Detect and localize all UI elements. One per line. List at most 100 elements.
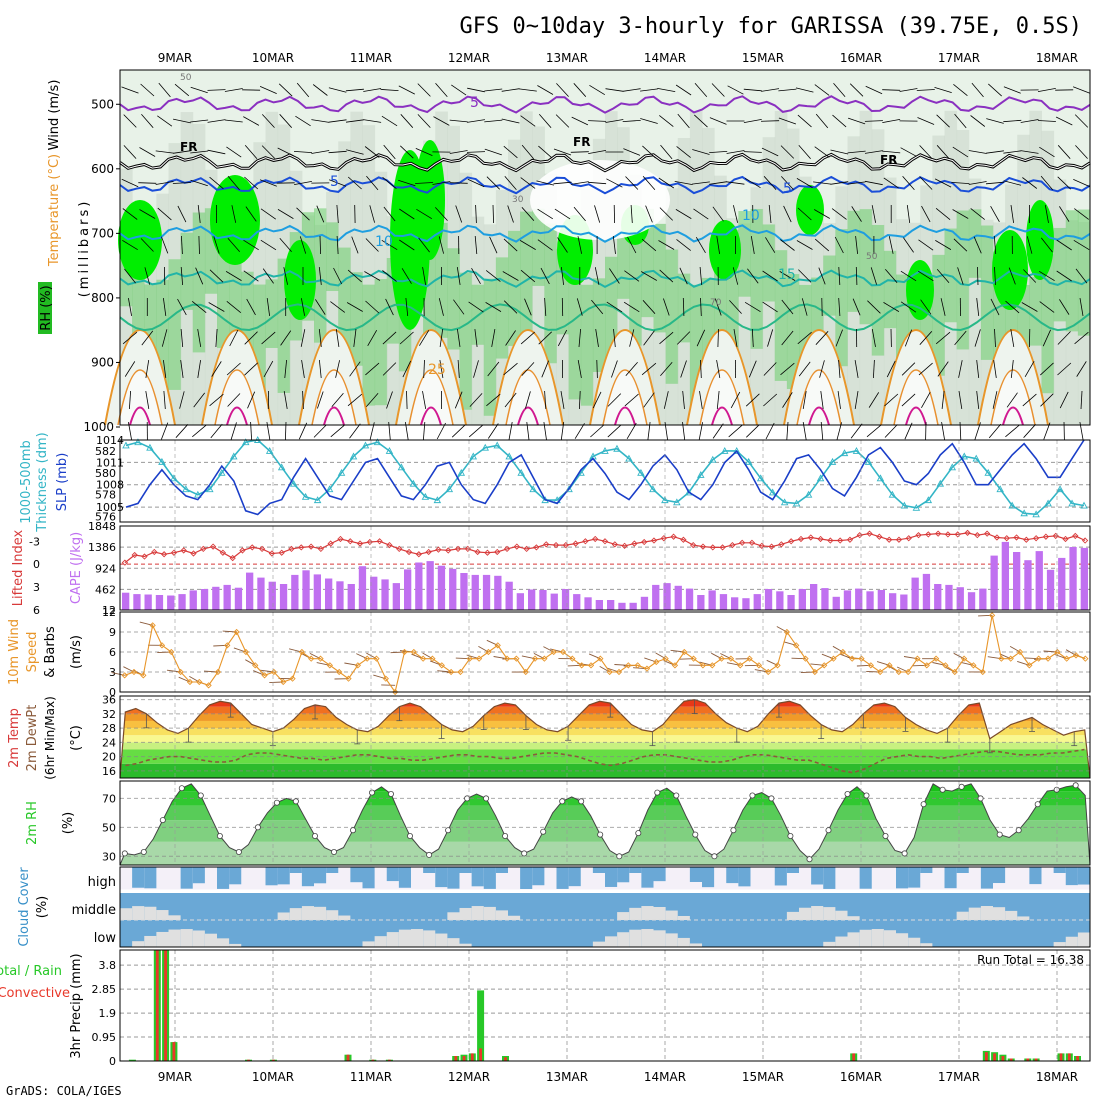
- wind-barb: [335, 329, 340, 347]
- cloud-mid-gap: [799, 907, 812, 920]
- wind-barb: [209, 393, 224, 407]
- wind-barb: [641, 238, 657, 252]
- wind-speed-marker: [298, 648, 306, 656]
- wind-tick-label: 12: [102, 606, 116, 619]
- wind-barb: [215, 328, 218, 348]
- lifted-index-marker: [934, 530, 942, 537]
- wind-barb: [976, 360, 980, 378]
- cape-tick-label: 924: [95, 562, 116, 575]
- rh-marker: [178, 785, 185, 792]
- precip-panel-frame: [119, 949, 1091, 1062]
- rh-moist-column: [544, 223, 557, 364]
- wind-barb: [197, 360, 201, 378]
- wind-barb: [155, 181, 174, 185]
- wind-barb: [520, 331, 535, 345]
- wind-barb: [417, 114, 431, 128]
- cloud-high-cell: [1053, 867, 1066, 873]
- wind-barb: [1055, 116, 1073, 126]
- rh-moist-column: [362, 284, 376, 406]
- wind-barb: [693, 208, 709, 220]
- cloud-mid-gap: [144, 906, 157, 920]
- wind-barb: [837, 391, 841, 409]
- thickness-marker: [146, 443, 154, 451]
- wind-barb: [299, 236, 307, 254]
- cape-bar: [877, 590, 885, 610]
- temp-band: [120, 728, 1090, 736]
- slp-tick-label: 1014: [96, 434, 124, 447]
- wind-barb: [400, 114, 414, 128]
- wind-speed-marker: [475, 655, 483, 662]
- wind-barb: [1037, 120, 1056, 122]
- wind-barb: [172, 150, 191, 154]
- cloud-low-gap: [398, 929, 411, 947]
- rh-marker: [730, 827, 737, 834]
- rh-tick-label: 30: [102, 850, 116, 863]
- wind-barb: [864, 120, 883, 122]
- wind-barb: [761, 88, 780, 92]
- precip-total-bar: [477, 990, 485, 1061]
- precip-tick-label: 2.85: [92, 983, 117, 996]
- precip-convective-bar: [1009, 1058, 1013, 1061]
- top-date-label: 13MAR: [546, 51, 588, 65]
- bottom-date-label: 15MAR: [742, 1070, 784, 1084]
- rh-marker: [254, 824, 261, 831]
- wind-barb: [502, 271, 519, 281]
- rh-moist-column: [786, 274, 800, 389]
- cloud-mid-gap: [483, 906, 496, 920]
- wind-barb: [180, 328, 184, 348]
- wind-barb: [503, 362, 518, 376]
- wind-barb: [733, 329, 738, 347]
- wind-barb: [383, 144, 396, 160]
- wind-speed-marker: [485, 648, 492, 656]
- lifted-index-marker: [405, 548, 413, 556]
- wind-speed-marker: [960, 655, 968, 662]
- lifted-index-marker: [680, 536, 687, 543]
- lifted-index-marker: [650, 537, 658, 544]
- wind-barb: [630, 204, 633, 224]
- wind-barb: [400, 145, 414, 159]
- wind-barb: [607, 424, 622, 438]
- rh-panel-border: [119, 780, 1091, 866]
- wind-barb: [555, 114, 570, 128]
- thickness-marker: [840, 449, 849, 457]
- wind-barb: [1040, 175, 1054, 191]
- wind-barb: [484, 88, 503, 92]
- wind-barb: [659, 207, 673, 221]
- wind-barb: [778, 117, 797, 125]
- wind-speed-marker: [699, 662, 707, 669]
- wind-speed-marker: [587, 662, 595, 669]
- wind-barb: [544, 390, 547, 410]
- rh-moist-column: [968, 209, 982, 278]
- wind-barb: [814, 238, 830, 252]
- rh-saturated-patch: [284, 240, 316, 320]
- cloud-low-gap: [168, 929, 181, 947]
- wind-barb: [1005, 300, 1020, 314]
- wind-barb: [797, 114, 812, 128]
- wind-speed-marker: [1007, 655, 1014, 662]
- wind-barb: [751, 328, 754, 348]
- lifted-index-marker: [895, 536, 903, 543]
- wind-speed-marker: [1035, 655, 1042, 662]
- cloud-high-cell: [471, 867, 484, 887]
- thickness-marker: [265, 446, 274, 454]
- wind-barb: [283, 267, 288, 285]
- wind-barb: [596, 359, 598, 379]
- wind-barb: [750, 236, 755, 254]
- wind-barb: [521, 144, 535, 160]
- wind-barb: [657, 88, 676, 92]
- rh-moist-column: [653, 223, 667, 333]
- wind-barb: [595, 329, 599, 347]
- wind-barb: [484, 148, 502, 156]
- top-date-label: 16MAR: [840, 51, 882, 65]
- thickness-tick-label: 582: [95, 445, 116, 458]
- wind-barb: [761, 120, 780, 122]
- wind-barb: [952, 209, 969, 219]
- wind-barb: [677, 113, 690, 129]
- wind-barb: [226, 362, 241, 376]
- lifted-index-marker: [1032, 535, 1040, 542]
- wind-barb: [175, 424, 189, 438]
- wind-barb: [402, 360, 412, 378]
- wind-barb: [847, 117, 866, 125]
- wind-barb: [726, 150, 745, 154]
- wind-barb: [556, 83, 569, 97]
